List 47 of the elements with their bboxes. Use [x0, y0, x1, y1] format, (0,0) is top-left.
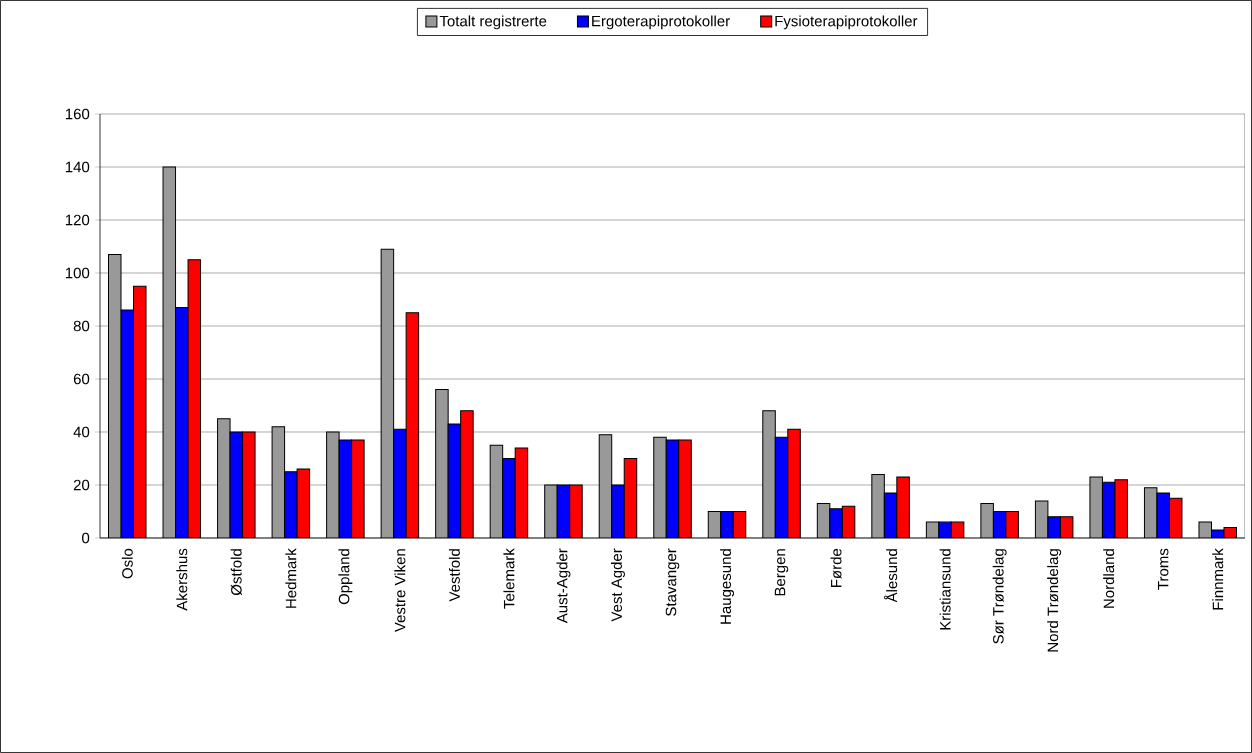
x-tick-label: Stavanger — [665, 548, 680, 616]
x-tick-label: Sør Trøndelag — [992, 549, 1007, 644]
y-tick-label: 20 — [73, 479, 90, 491]
y-tick-label: 140 — [65, 161, 90, 173]
bar — [787, 429, 801, 538]
y-tick-label: 0 — [82, 532, 90, 544]
x-tick-label: Finnmark — [1212, 548, 1224, 610]
x-tick-label: Vest Agder — [610, 548, 625, 622]
bar — [871, 474, 885, 538]
x-tick-label: Telemark — [503, 548, 515, 609]
y-tick-label: 100 — [65, 267, 90, 279]
y-tick-label: 40 — [73, 426, 90, 438]
bar — [678, 439, 692, 538]
bar — [544, 485, 558, 538]
legend-label: Fysioterapiprotokoller — [775, 15, 918, 30]
bar — [653, 437, 667, 538]
y-tick-label: 120 — [65, 214, 90, 226]
bar — [896, 477, 910, 538]
x-tick-label: Aust-Agder — [556, 548, 571, 624]
x-tick-label: Troms — [1157, 548, 1169, 590]
x-tick-label: Akershus — [176, 548, 188, 611]
x-tick-label: Oslo — [121, 548, 133, 579]
bar — [502, 458, 516, 538]
bar — [762, 410, 776, 538]
x-tick-label: Ålesund — [883, 549, 898, 603]
bar — [829, 508, 843, 538]
y-tick-label: 80 — [73, 320, 90, 332]
bar — [611, 485, 625, 538]
bar — [569, 485, 583, 538]
x-tick-label: Bergen — [774, 549, 789, 596]
legend-label: Totalt registrerte — [439, 15, 547, 30]
bar — [720, 511, 734, 538]
x-tick-label: Vestre Viken — [394, 549, 406, 633]
x-tick-label: Nord Trøndelag — [1047, 549, 1062, 652]
x-tick-label: Østfold — [230, 549, 242, 596]
y-tick-label: 60 — [73, 373, 90, 385]
x-tick-label: Nordland — [1103, 549, 1115, 608]
y-tick-label: 160 — [65, 108, 90, 120]
bar — [435, 389, 449, 538]
legend-label: Ergoterapiprotokoller — [592, 15, 730, 30]
x-tick-label: Hedmark — [285, 548, 297, 608]
x-tick-label: Kristiansund — [939, 549, 951, 630]
x-tick-label: Førde — [830, 548, 842, 587]
bar — [460, 410, 474, 538]
x-tick-label: Oppland — [338, 549, 353, 605]
x-tick-label: Haugesund — [720, 549, 734, 624]
x-tick-label: Vestfold — [448, 549, 460, 602]
